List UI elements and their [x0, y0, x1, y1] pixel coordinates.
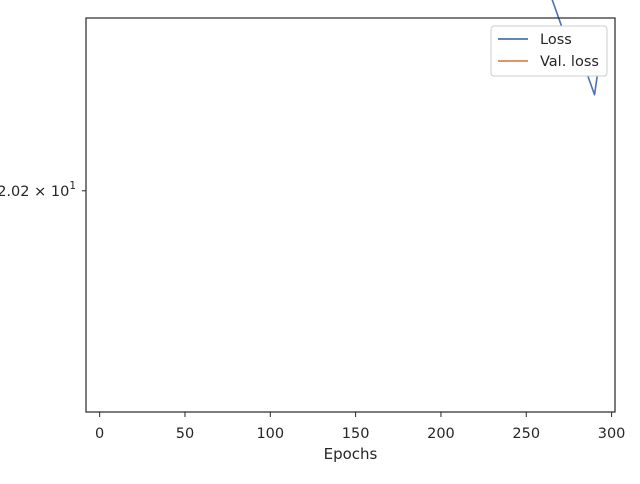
- x-tick-label: 0: [95, 426, 104, 442]
- x-axis-label: Epochs: [324, 445, 378, 463]
- x-axis-ticks: 0 50 100 150 200 250 300: [95, 412, 625, 442]
- legend-label-val-loss: Val. loss: [540, 54, 599, 70]
- y-tick-label: 2.02 × 101: [0, 180, 76, 200]
- x-tick-label: 150: [342, 426, 370, 442]
- legend: Loss Val. loss: [490, 25, 608, 77]
- x-tick-label: 200: [427, 426, 455, 442]
- x-tick-label: 250: [512, 426, 540, 442]
- y-axis-ticks: 2.02 × 1012.04 × 1012.06 × 1012.08 × 101…: [0, 180, 86, 200]
- x-tick-label: 100: [256, 426, 284, 442]
- plot-frame: [85, 17, 616, 413]
- legend-label-loss: Loss: [540, 32, 572, 48]
- x-tick-label: 50: [176, 426, 194, 442]
- x-tick-label: 300: [598, 426, 626, 442]
